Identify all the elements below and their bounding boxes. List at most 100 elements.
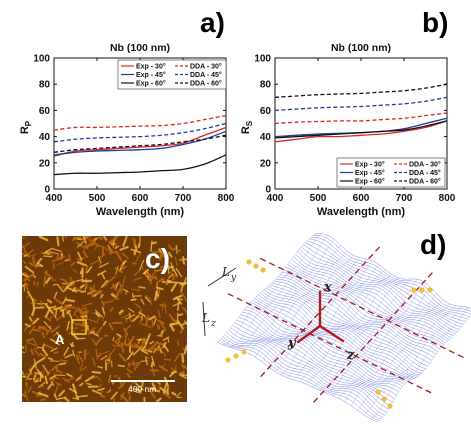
afm-grain xyxy=(67,287,78,293)
afm-grain xyxy=(106,389,112,394)
continuation-dot xyxy=(387,403,393,409)
afm-grain xyxy=(34,372,40,375)
afm-grain xyxy=(82,250,88,259)
afm-grain xyxy=(84,375,95,383)
afm-grain xyxy=(61,285,66,290)
dimension-label-lz-main: L xyxy=(201,311,210,325)
afm-grain xyxy=(120,341,127,346)
afm-grain xyxy=(33,374,37,381)
afm-grain xyxy=(142,268,149,275)
afm-grain xyxy=(126,372,131,379)
afm-grain xyxy=(47,357,54,361)
afm-grain xyxy=(35,264,43,268)
y-axis-label: RP xyxy=(19,120,33,134)
mesh-line xyxy=(293,274,392,381)
afm-grain xyxy=(29,362,37,372)
afm-grain xyxy=(157,334,163,337)
x-tick-label: 400 xyxy=(267,193,284,204)
chart-panel-b: Nb (100 nm) 400 500 600 700 800 0 20 40 60 80 100 Wa… xyxy=(240,42,456,218)
y-tick-label: 20 xyxy=(39,158,51,169)
afm-grain xyxy=(164,393,172,399)
mesh-line xyxy=(307,240,468,320)
afm-grain xyxy=(146,344,156,352)
x-tick-label: 500 xyxy=(310,193,327,204)
afm-grain xyxy=(173,274,178,278)
dimension-label-ly-sub: y xyxy=(230,273,237,283)
afm-grain xyxy=(49,338,61,346)
afm-grain xyxy=(140,337,145,348)
mesh-line xyxy=(216,233,316,343)
afm-grain xyxy=(85,308,88,320)
continuation-dot xyxy=(419,287,425,293)
afm-grain xyxy=(81,366,87,372)
periodic-grid-lines xyxy=(227,246,466,406)
afm-grain xyxy=(76,394,88,398)
afm-grain xyxy=(95,312,100,317)
mesh-line xyxy=(248,250,348,354)
afm-grain xyxy=(181,292,187,303)
afm-grain xyxy=(66,373,73,378)
dimension-bracket-ly xyxy=(207,267,237,287)
afm-grain xyxy=(49,251,60,255)
mesh-line xyxy=(224,334,385,416)
afm-grain xyxy=(88,318,99,324)
afm-grain xyxy=(28,316,33,322)
afm-grain xyxy=(97,270,107,276)
afm-grain xyxy=(94,290,103,295)
y-tick-label: 0 xyxy=(44,185,50,196)
mesh-line xyxy=(240,314,401,390)
afm-grain xyxy=(155,286,164,291)
legend-entry: Exp - 45° xyxy=(355,169,385,177)
afm-grain xyxy=(122,288,129,293)
afm-grain xyxy=(133,361,141,371)
afm-grain xyxy=(144,296,151,303)
series-line-dda-45- xyxy=(54,122,226,143)
afm-grain xyxy=(158,252,164,261)
afm-grain xyxy=(112,239,115,248)
afm-grain xyxy=(145,356,150,360)
afm-grain xyxy=(108,322,114,331)
afm-grain xyxy=(153,275,158,281)
afm-grain xyxy=(131,292,134,299)
mesh-line xyxy=(234,322,395,400)
afm-grain xyxy=(26,371,33,379)
mesh-line xyxy=(280,264,380,376)
afm-grain xyxy=(74,289,82,292)
mesh-line xyxy=(229,235,328,348)
afm-grain xyxy=(50,325,60,334)
mesh-line xyxy=(263,289,425,372)
afm-grain xyxy=(51,247,62,253)
afm-grain xyxy=(22,272,29,278)
afm-grain xyxy=(62,307,68,312)
mesh-line xyxy=(248,304,409,382)
afm-grain xyxy=(74,322,87,327)
mesh-line xyxy=(255,255,354,358)
mesh-line xyxy=(370,307,469,420)
afm-grain xyxy=(150,250,160,256)
series-group xyxy=(54,115,226,176)
y-axis-label-subscript: P xyxy=(24,120,33,126)
afm-grain xyxy=(108,374,112,384)
series-line-exp-45- xyxy=(54,130,226,156)
mesh-line xyxy=(223,233,322,346)
afm-grain xyxy=(170,261,174,272)
afm-grain xyxy=(114,250,123,261)
afm-grain xyxy=(135,383,144,391)
legend-entry: DDA - 45° xyxy=(190,71,222,79)
afm-grain xyxy=(118,335,121,344)
afm-grain xyxy=(131,262,138,265)
mesh-line xyxy=(287,264,448,342)
afm-grain xyxy=(182,256,185,265)
mesh-line xyxy=(351,303,450,406)
panel-label-d: d) xyxy=(420,229,446,260)
afm-grain xyxy=(180,290,183,296)
legend-entry: DDA - 30° xyxy=(409,161,441,169)
afm-grain xyxy=(51,257,63,262)
mesh-line xyxy=(236,239,335,350)
afm-grain xyxy=(148,315,156,321)
afm-grain xyxy=(137,309,143,319)
afm-grain xyxy=(77,251,83,261)
mesh-line xyxy=(220,338,381,420)
afm-grain xyxy=(57,284,65,293)
mesh-line xyxy=(226,332,387,413)
